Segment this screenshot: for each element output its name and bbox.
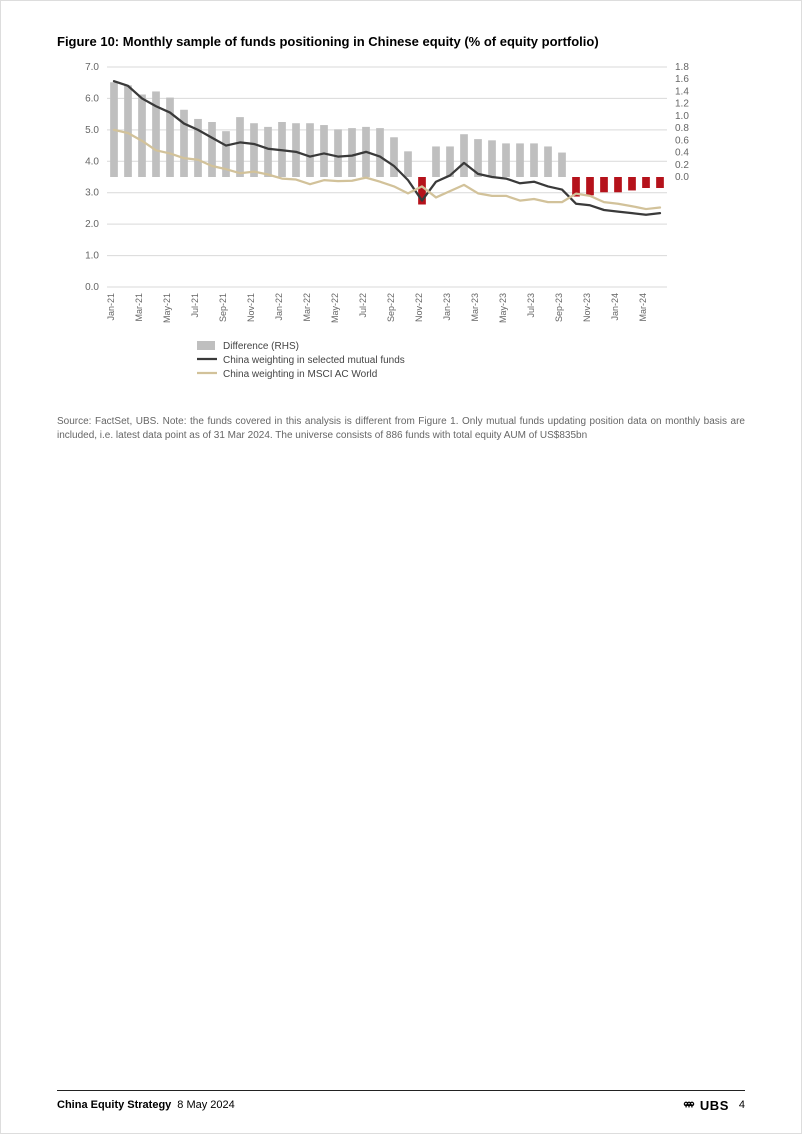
- svg-text:Mar-22: Mar-22: [302, 293, 312, 322]
- footer-page-number: 4: [739, 1099, 745, 1111]
- ubs-logo-icon: [682, 1097, 696, 1113]
- svg-text:Jan-21: Jan-21: [106, 293, 116, 321]
- svg-text:Mar-21: Mar-21: [134, 293, 144, 322]
- svg-text:Nov-21: Nov-21: [246, 293, 256, 322]
- svg-text:Difference (RHS): Difference (RHS): [223, 341, 299, 352]
- svg-text:5.0: 5.0: [85, 124, 99, 135]
- svg-text:0.6: 0.6: [675, 135, 689, 146]
- svg-text:0.4: 0.4: [675, 147, 689, 158]
- svg-text:Jan-23: Jan-23: [442, 293, 452, 321]
- footer-logo: UBS: [682, 1097, 729, 1113]
- svg-text:0.0: 0.0: [85, 282, 99, 293]
- chart-svg: 0.0 1.0 2.0 3.0 4.0 5.0 6.0 7.0 0.0 0.20.40.60.8 1…: [57, 57, 747, 407]
- figure-title: Figure 10: Monthly sample of funds posit…: [57, 33, 745, 51]
- svg-text:1.0: 1.0: [85, 250, 99, 261]
- svg-text:Nov-23: Nov-23: [582, 293, 592, 322]
- svg-text:Sep-22: Sep-22: [386, 293, 396, 322]
- figure-source-note: Source: FactSet, UBS. Note: the funds co…: [57, 415, 745, 443]
- svg-text:1.8: 1.8: [675, 62, 689, 73]
- svg-text:0.8: 0.8: [675, 123, 689, 134]
- svg-text:May-21: May-21: [162, 293, 172, 323]
- footer-doc-title: China Equity Strategy: [57, 1099, 171, 1111]
- svg-text:Mar-24: Mar-24: [638, 293, 648, 322]
- svg-text:Jul-21: Jul-21: [190, 293, 200, 318]
- svg-text:China weighting in MSCI AC Wor: China weighting in MSCI AC World: [223, 369, 377, 380]
- svg-text:6.0: 6.0: [85, 93, 99, 104]
- svg-text:0.0: 0.0: [675, 172, 689, 183]
- page-footer: China Equity Strategy 8 May 2024 UBS 4: [57, 1090, 745, 1113]
- footer-logo-text: UBS: [700, 1098, 729, 1113]
- footer-date: 8 May 2024: [177, 1099, 234, 1111]
- svg-text:1.6: 1.6: [675, 74, 689, 85]
- svg-text:China weighting in selected mu: China weighting in selected mutual funds: [223, 355, 405, 366]
- svg-text:Jul-22: Jul-22: [358, 293, 368, 318]
- svg-text:1.2: 1.2: [675, 98, 689, 109]
- svg-text:1.0: 1.0: [675, 110, 689, 121]
- svg-text:Jan-22: Jan-22: [274, 293, 284, 321]
- document-page: Figure 10: Monthly sample of funds posit…: [0, 0, 802, 1134]
- svg-text:4.0: 4.0: [85, 156, 99, 167]
- svg-text:May-22: May-22: [330, 293, 340, 323]
- svg-text:0.2: 0.2: [675, 159, 689, 170]
- svg-text:Sep-21: Sep-21: [218, 293, 228, 322]
- svg-text:7.0: 7.0: [85, 62, 99, 73]
- svg-text:1.4: 1.4: [675, 86, 689, 97]
- svg-text:3.0: 3.0: [85, 187, 99, 198]
- figure-chart: 0.0 1.0 2.0 3.0 4.0 5.0 6.0 7.0 0.0 0.20.40.60.8 1…: [57, 57, 745, 407]
- svg-text:2.0: 2.0: [85, 219, 99, 230]
- svg-text:Nov-22: Nov-22: [414, 293, 424, 322]
- page-spacer: [57, 443, 745, 1090]
- svg-text:Mar-23: Mar-23: [470, 293, 480, 322]
- svg-text:Sep-23: Sep-23: [554, 293, 564, 322]
- svg-text:Jul-23: Jul-23: [526, 293, 536, 318]
- svg-text:May-23: May-23: [498, 293, 508, 323]
- svg-text:Jan-24: Jan-24: [610, 293, 620, 321]
